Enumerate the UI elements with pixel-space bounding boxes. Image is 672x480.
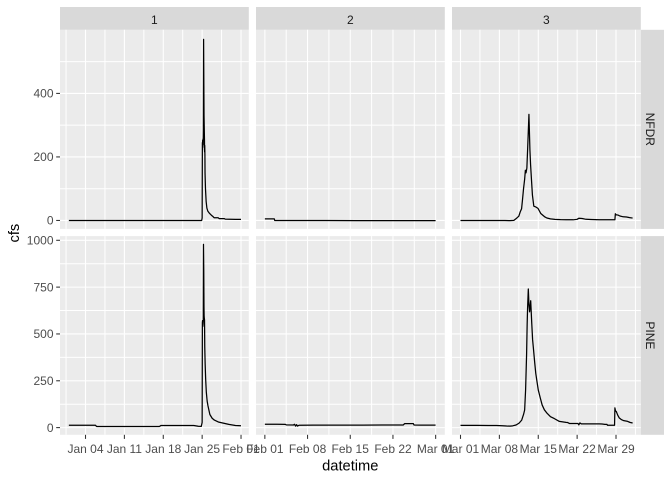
svg-text:Mar 29: Mar 29 — [597, 442, 635, 456]
svg-text:Jan 18: Jan 18 — [145, 442, 181, 456]
svg-text:2: 2 — [347, 13, 354, 27]
svg-text:1000: 1000 — [27, 234, 54, 248]
svg-text:0: 0 — [47, 214, 54, 228]
svg-text:Mar 01: Mar 01 — [442, 442, 480, 456]
svg-text:3: 3 — [543, 13, 550, 27]
svg-text:Feb 01: Feb 01 — [222, 442, 260, 456]
svg-text:Mar 08: Mar 08 — [481, 442, 519, 456]
svg-text:Mar 22: Mar 22 — [558, 442, 596, 456]
svg-text:datetime: datetime — [322, 459, 378, 475]
svg-text:Feb 15: Feb 15 — [332, 442, 370, 456]
svg-text:Jan 11: Jan 11 — [107, 442, 142, 456]
svg-text:Feb 22: Feb 22 — [374, 442, 412, 456]
svg-text:Mar 15: Mar 15 — [520, 442, 558, 456]
svg-text:750: 750 — [33, 280, 53, 294]
svg-text:250: 250 — [33, 374, 53, 388]
svg-text:PINE: PINE — [643, 321, 657, 349]
svg-text:Jan 04: Jan 04 — [67, 442, 103, 456]
svg-text:1: 1 — [151, 13, 158, 27]
svg-text:Jan 25: Jan 25 — [184, 442, 220, 456]
svg-text:500: 500 — [33, 327, 53, 341]
svg-text:400: 400 — [33, 87, 53, 101]
svg-text:0: 0 — [47, 421, 54, 435]
svg-text:Feb 08: Feb 08 — [289, 442, 327, 456]
svg-text:cfs: cfs — [7, 224, 23, 243]
svg-text:200: 200 — [33, 150, 53, 164]
svg-text:NFDR: NFDR — [643, 113, 657, 147]
svg-text:Mar 01: Mar 01 — [417, 442, 455, 456]
svg-text:Feb 01: Feb 01 — [246, 442, 284, 456]
